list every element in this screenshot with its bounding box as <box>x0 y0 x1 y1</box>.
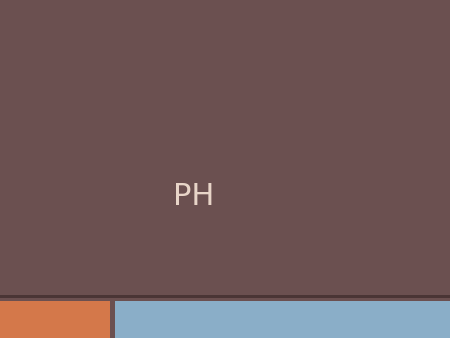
Text: PH: PH <box>173 182 214 211</box>
